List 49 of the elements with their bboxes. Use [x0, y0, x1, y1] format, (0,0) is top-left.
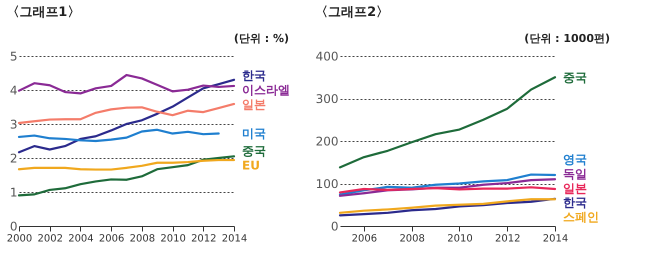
- series-label: 독일: [563, 166, 587, 181]
- x-tick-label: 2010: [160, 234, 186, 244]
- x-tick-label: 2000: [6, 234, 32, 244]
- chart-title: 〈그래프2〉: [315, 5, 390, 20]
- line-series: [18, 128, 220, 142]
- line-series: [338, 178, 556, 197]
- y-tick-label: 100: [316, 177, 338, 191]
- x-tick-label: 2008: [399, 234, 425, 244]
- line-series: [338, 173, 556, 196]
- series-label: 중국: [563, 70, 587, 84]
- x-tick-label: 2014: [542, 234, 568, 244]
- x-tick-label: 2012: [191, 234, 217, 244]
- line-series: [18, 74, 236, 94]
- y-tick-label: 200: [316, 134, 338, 148]
- line-series: [18, 102, 236, 124]
- line-series: [338, 76, 556, 168]
- y-tick-label: 3: [10, 118, 18, 132]
- x-tick-label: 2012: [494, 234, 520, 244]
- series-label: EU: [242, 158, 260, 172]
- y-tick-label: 5: [10, 50, 18, 64]
- series-label: 중국: [242, 144, 266, 158]
- line-series: [18, 155, 236, 196]
- x-tick-label: 2002: [37, 234, 63, 244]
- y-tick-label: 0: [330, 220, 338, 234]
- series-label: 이스라엘: [242, 82, 290, 97]
- series-label: 일본: [242, 97, 266, 112]
- y-tick-label: 1: [10, 186, 18, 200]
- series-label: 영국: [563, 152, 587, 166]
- y-tick-label: 400: [316, 50, 338, 64]
- x-tick-label: 2006: [352, 234, 378, 244]
- series-label: 한국: [242, 68, 266, 82]
- chart-title: 〈그래프1〉: [6, 5, 80, 20]
- x-tick-label: 2006: [98, 234, 124, 244]
- y-tick-label: 300: [316, 92, 338, 106]
- series-label: 스페인: [563, 210, 599, 224]
- x-tick-label: 2010: [447, 234, 473, 244]
- series-label: 미국: [242, 126, 266, 141]
- series-label: 한국: [563, 196, 587, 210]
- y-tick-label: 2: [10, 152, 18, 166]
- x-tick-label: 2008: [130, 234, 156, 244]
- text: (단위 : 1000편): [524, 32, 610, 45]
- line-series: [18, 78, 236, 154]
- y-tick-label: 4: [10, 84, 18, 98]
- series-label: 일본: [563, 181, 587, 196]
- text: (단위 : %): [234, 32, 289, 45]
- x-tick-label: 2014: [222, 234, 248, 244]
- line-series: [18, 158, 236, 171]
- x-tick-label: 2004: [68, 234, 94, 244]
- y-tick-label: 0: [10, 220, 18, 234]
